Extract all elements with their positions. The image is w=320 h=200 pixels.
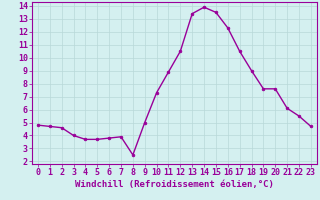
X-axis label: Windchill (Refroidissement éolien,°C): Windchill (Refroidissement éolien,°C) — [75, 180, 274, 189]
